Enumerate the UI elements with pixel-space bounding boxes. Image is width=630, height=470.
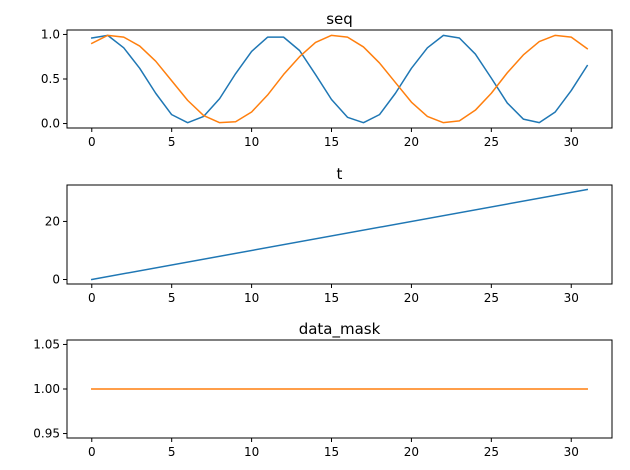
subplot-title: seq [326, 10, 353, 28]
x-tick-label: 25 [484, 135, 499, 149]
y-tick-label: 1.00 [33, 382, 60, 396]
x-tick-label: 20 [404, 445, 419, 459]
y-tick-label: 0 [52, 273, 60, 287]
subplot-title: data_mask [299, 320, 381, 339]
x-tick-label: 15 [324, 291, 339, 305]
plot-frame [66, 184, 613, 285]
x-tick-label: 15 [324, 445, 339, 459]
y-tick-label: 1.05 [33, 337, 60, 351]
plot-frame [66, 29, 613, 129]
subplot-title: t [337, 165, 343, 183]
x-tick-label: 5 [168, 135, 176, 149]
x-tick-label: 5 [168, 291, 176, 305]
x-tick-label: 0 [88, 445, 96, 459]
x-tick-label: 10 [244, 291, 259, 305]
x-tick-label: 30 [564, 445, 579, 459]
x-tick-label: 15 [324, 135, 339, 149]
x-tick-label: 25 [484, 291, 499, 305]
y-tick-label: 1.0 [41, 27, 60, 41]
x-tick-label: 10 [244, 135, 259, 149]
series-line-2 [90, 34, 589, 124]
subplot-1: seq 0 5 10 15 20 25 30 0.0 0.5 1.0 [41, 10, 613, 149]
y-tick-label: 0.5 [41, 72, 60, 86]
x-tick-label: 25 [484, 445, 499, 459]
x-tick-label: 0 [88, 135, 96, 149]
subplot-3: data_mask 0 5 10 15 20 25 30 0.95 1.00 1.05 [33, 320, 613, 459]
x-tick-label: 5 [168, 445, 176, 459]
series-line-1 [90, 188, 589, 281]
x-tick-label: 30 [564, 291, 579, 305]
x-tick-label: 0 [88, 291, 96, 305]
x-tick-label: 20 [404, 291, 419, 305]
x-tick-label: 20 [404, 135, 419, 149]
y-tick-label: 20 [45, 214, 60, 228]
series-line-1 [90, 34, 589, 124]
y-tick-label: 0.95 [33, 427, 60, 441]
x-tick-label: 10 [244, 445, 259, 459]
subplot-2: t 0 5 10 15 20 25 30 0 20 [45, 165, 613, 305]
y-tick-label: 0.0 [41, 117, 60, 131]
x-tick-label: 30 [564, 135, 579, 149]
